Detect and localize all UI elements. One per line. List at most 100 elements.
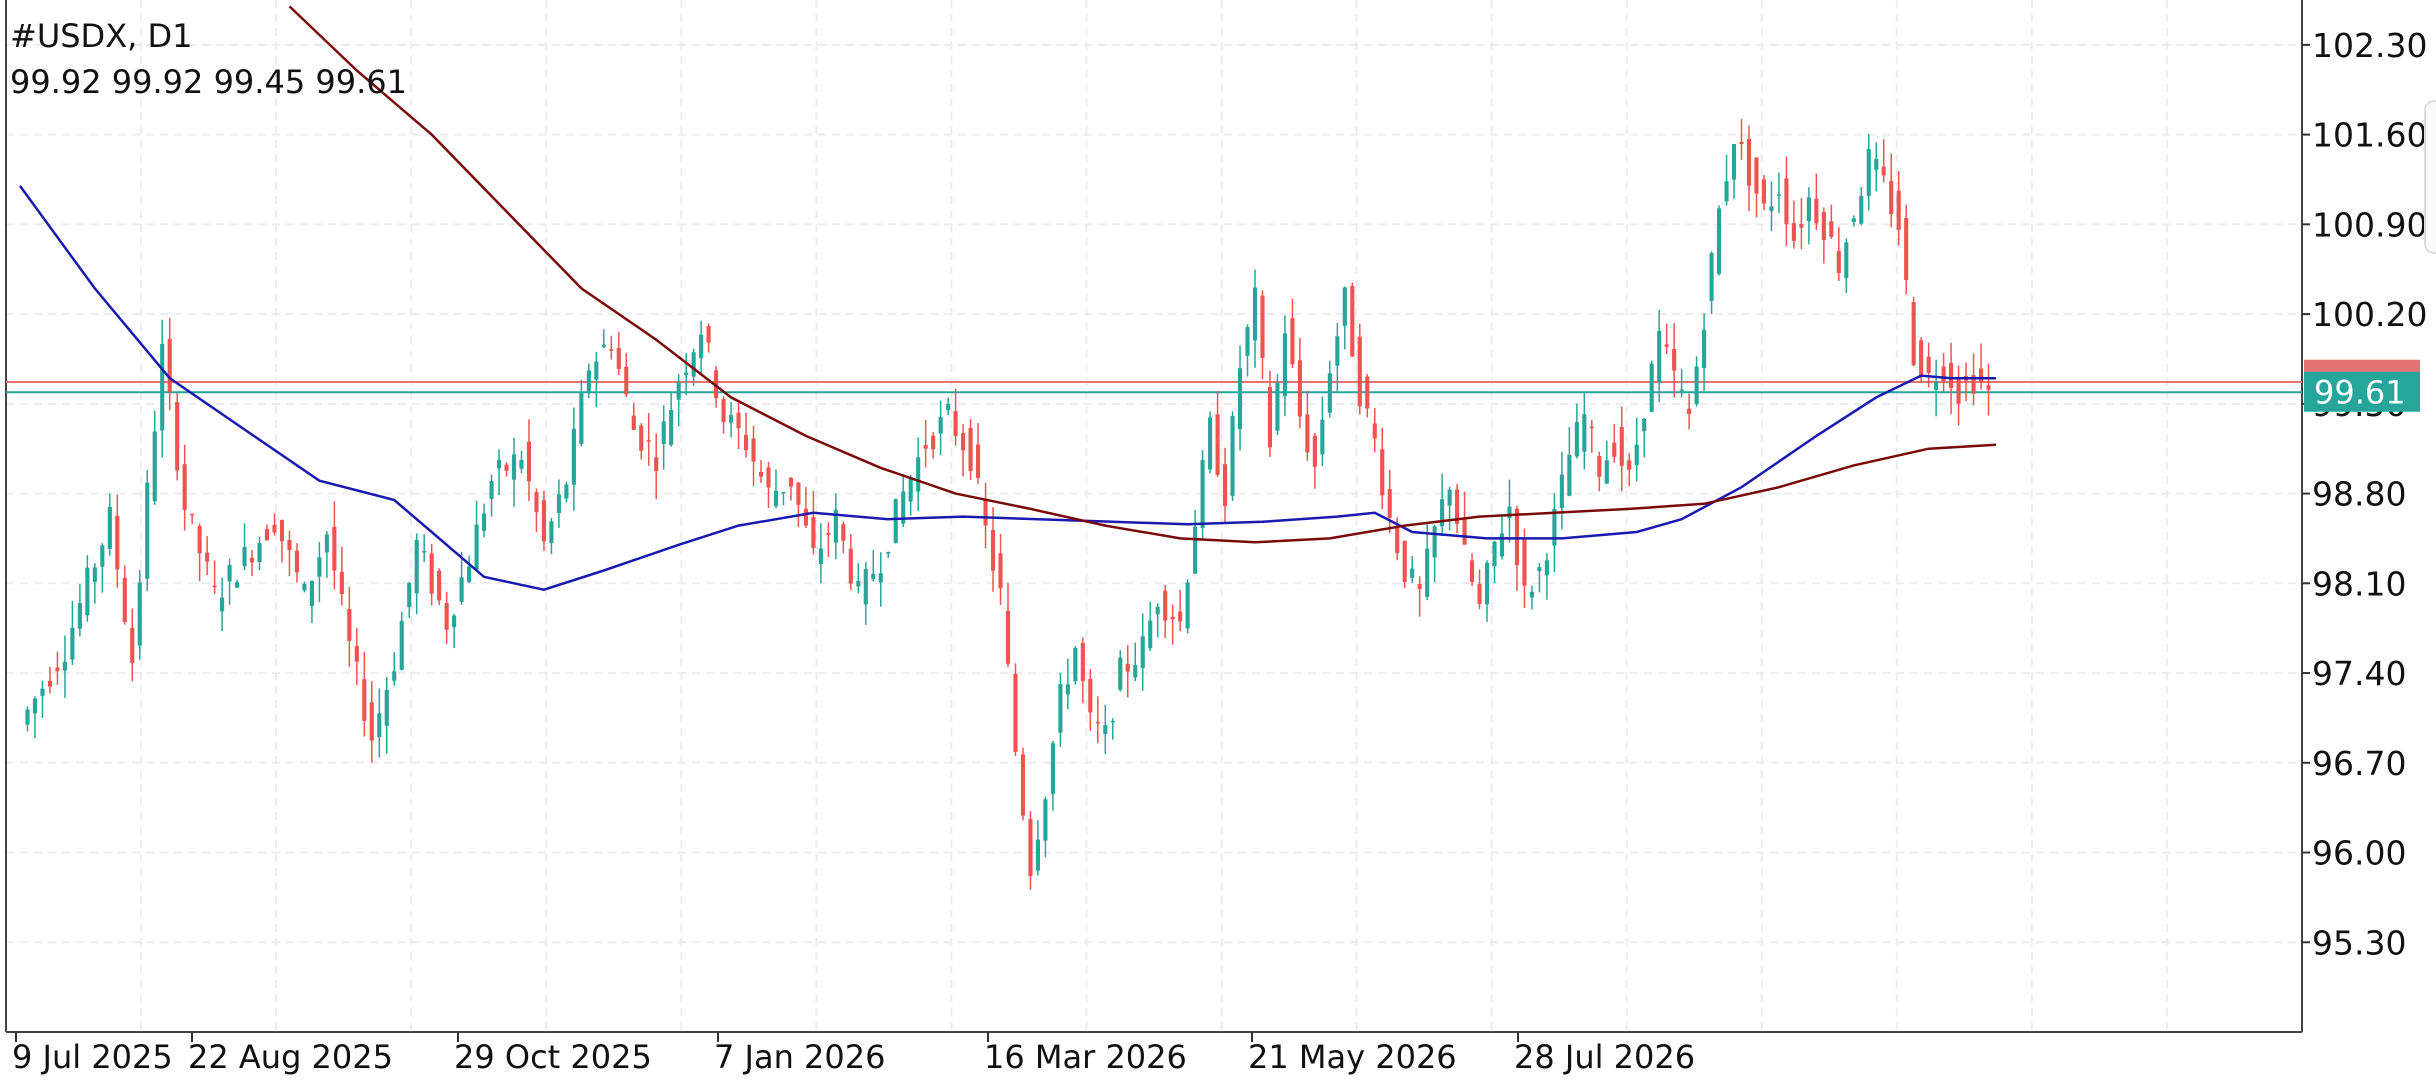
candle-bull (422, 551, 427, 553)
candle-bull (1200, 460, 1205, 528)
y-tick-label: 100.90 (2312, 205, 2427, 244)
candle-bear (130, 627, 135, 664)
candle-bear (639, 425, 644, 451)
candle-bear (931, 435, 936, 450)
x-tick-label: 22 Aug 2025 (188, 1038, 393, 1076)
candle-bear (1814, 198, 1819, 224)
candle-bear (923, 444, 928, 449)
candle-bull (1440, 499, 1445, 527)
candle-bull (1679, 389, 1684, 392)
candle-bull (137, 582, 142, 646)
candle-bear (1949, 362, 1954, 389)
candle-bear (1267, 387, 1273, 448)
candle-bull (773, 490, 779, 507)
y-tick-label: 98.80 (2312, 475, 2406, 514)
side-panel-handle[interactable] (2424, 100, 2436, 254)
candle-bear (264, 529, 270, 541)
candle-bear (1365, 376, 1370, 409)
candle-bull (1432, 526, 1437, 558)
candle-bear (1305, 414, 1310, 453)
candle-bull (1709, 253, 1714, 302)
candle-bear (1926, 356, 1931, 373)
candle-bear (998, 553, 1003, 589)
candle-bear (766, 467, 771, 488)
y-tick-label: 95.30 (2312, 923, 2406, 962)
candle-bear (803, 508, 808, 526)
candle-bear (1889, 181, 1894, 214)
candle-bear (1941, 366, 1946, 382)
candle-bear (294, 550, 299, 573)
candle-bull (1245, 327, 1250, 356)
candle-bear (1163, 590, 1168, 621)
candle-bull (878, 573, 883, 583)
price-tag-label: 99.61 (2314, 374, 2406, 412)
candle-bull (586, 370, 591, 392)
x-tick-label: 21 May 2026 (1248, 1038, 1457, 1076)
candle-bear (1971, 375, 1976, 394)
candle-bull (1050, 743, 1055, 794)
candle-bull (699, 334, 704, 359)
candle-bull (85, 567, 90, 616)
candle-bull (1507, 506, 1512, 519)
candle-bear (1005, 610, 1011, 664)
y-tick-label: 96.70 (2312, 744, 2406, 783)
candle-bull (1484, 562, 1490, 605)
candle-bull (833, 509, 838, 543)
candle-bull (1320, 419, 1325, 455)
candle-bull (496, 459, 502, 469)
candle-bear (1986, 385, 1991, 390)
candle-bear (287, 539, 292, 551)
candle-bear (1417, 584, 1422, 589)
candle-bull (856, 580, 861, 587)
ma-fast-line (18, 185, 1996, 591)
candle-bear (714, 370, 719, 399)
candle-bear (1836, 250, 1841, 274)
candle-bear (339, 571, 344, 594)
candle-bull (384, 690, 389, 726)
candle-bull (1103, 725, 1108, 735)
candle-bull (257, 543, 262, 563)
candle-bull (1492, 541, 1497, 567)
candle-bull (946, 404, 951, 411)
candle-bull (1724, 181, 1729, 202)
candle-bull (571, 428, 576, 485)
candle-bear (526, 441, 532, 482)
candle-bull (25, 709, 30, 725)
candle-bull (1634, 444, 1639, 465)
candle-bear (1455, 489, 1460, 525)
candle-bear (788, 477, 793, 487)
candle-bear (976, 444, 981, 479)
candle-bull (901, 491, 906, 524)
candle-bull (1859, 195, 1864, 224)
candle-bull (1140, 636, 1145, 669)
candle-bear (1672, 349, 1677, 371)
candle-bear (182, 464, 187, 510)
candle-bear (197, 526, 202, 554)
candle-bear (534, 492, 539, 513)
candle-bear (1627, 460, 1632, 470)
candle-bear (1799, 224, 1804, 228)
candle-bull (392, 671, 397, 681)
candle-bull (227, 565, 232, 582)
candle-bull (1544, 560, 1549, 576)
candle-bull (556, 494, 561, 514)
candle-bull (1043, 799, 1048, 841)
candle-bear (1088, 679, 1093, 713)
chart-axes (5, 0, 2303, 1033)
ohlc-readout: 99.92 99.92 99.45 99.61 (10, 63, 407, 101)
candle-bull (669, 409, 674, 445)
candle-bear (624, 366, 629, 395)
candle-bull (152, 431, 157, 502)
candle-bear (1821, 212, 1826, 241)
candle-bull (1874, 159, 1879, 170)
y-tick-label: 97.40 (2312, 654, 2406, 693)
candle-bull (1155, 607, 1160, 615)
candle-bull (377, 713, 382, 738)
candle-bear (1125, 663, 1130, 672)
y-tick-label: 102.30 (2312, 26, 2427, 65)
candle-bear (1664, 344, 1669, 347)
x-tick-label: 9 Jul 2025 (12, 1038, 173, 1076)
candle-bull (302, 583, 307, 591)
candle-bear (758, 471, 764, 477)
